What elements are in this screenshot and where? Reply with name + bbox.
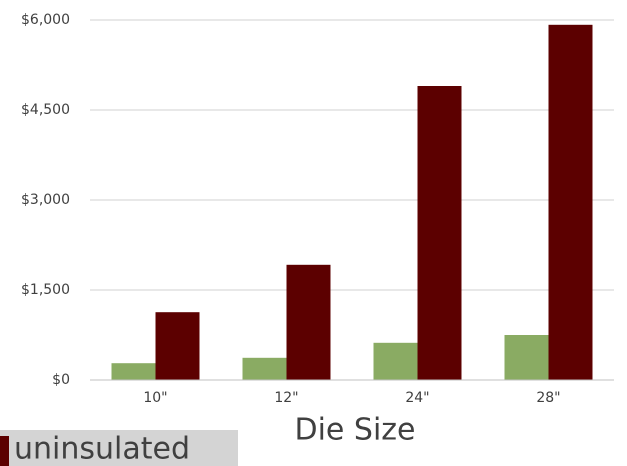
legend-background [0,430,238,466]
bar [373,342,418,380]
y-tick-label: $0 [52,372,70,388]
bar [155,312,200,380]
bar [504,335,549,380]
y-tick-label: $1,500 [21,282,70,298]
bar [548,24,593,381]
bar [417,86,462,380]
bar [242,357,287,380]
legend-swatch [0,436,9,466]
x-tick-label: 12" [274,390,298,406]
x-tick-label: 28" [536,390,560,406]
x-tick-label: 24" [405,390,429,406]
y-tick-label: $4,500 [21,102,70,118]
bar [111,363,156,380]
legend-label: uninsulated [14,432,190,466]
y-tick-label: $3,000 [21,192,70,208]
y-tick-label: $6,000 [21,12,70,28]
bar [286,264,331,380]
x-tick-label: 10" [143,390,167,406]
x-axis-label: Die Size [294,413,415,448]
